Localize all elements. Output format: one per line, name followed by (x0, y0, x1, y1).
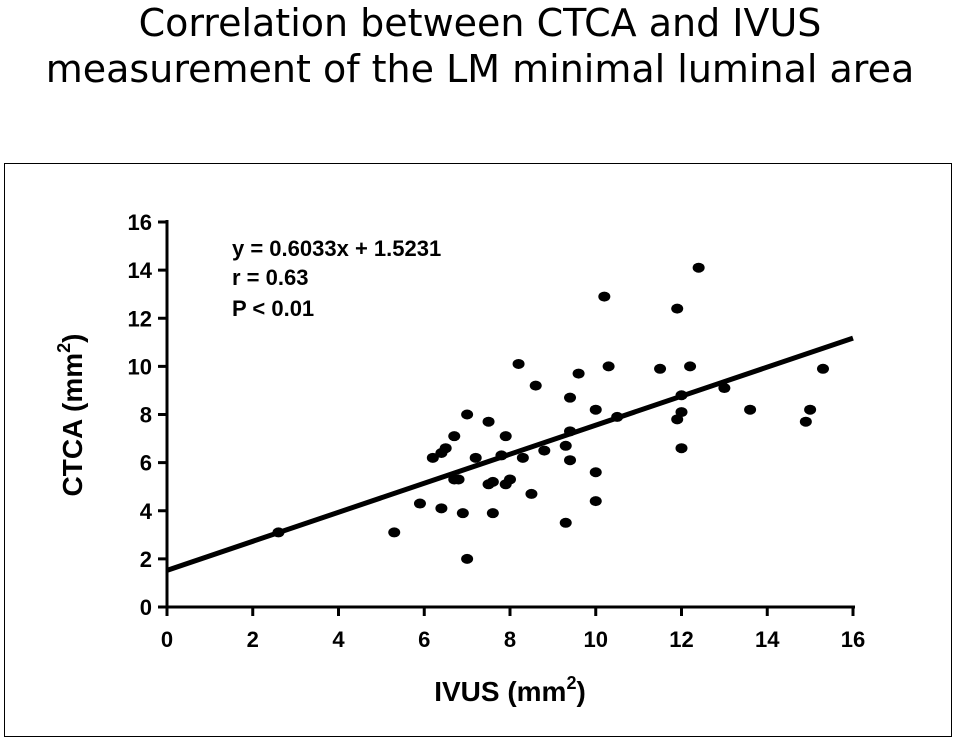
data-point (272, 527, 285, 538)
data-point (482, 416, 495, 427)
x-axis-title-close: ) (576, 676, 585, 707)
data-point (589, 496, 602, 507)
data-point (559, 517, 572, 528)
x-tick-label: 8 (504, 627, 516, 652)
x-tick-label: 16 (841, 627, 865, 652)
annotations: y = 0.6033x + 1.5231 r = 0.63 P < 0.01 (232, 236, 441, 321)
data-point (512, 358, 525, 369)
data-point (461, 553, 474, 564)
data-point (456, 508, 469, 519)
x-axis-title: IVUS (mm2) (434, 673, 586, 707)
data-point (564, 426, 577, 437)
data-point (448, 431, 461, 442)
y-tick-label: 0 (140, 595, 152, 620)
x-tick-label: 12 (669, 627, 693, 652)
data-point (564, 392, 577, 403)
data-point (564, 455, 577, 466)
data-point (675, 443, 688, 454)
data-point (684, 361, 697, 372)
y-tick-label: 8 (140, 403, 152, 428)
x-axis-title-sup: 2 (566, 673, 576, 693)
data-point (469, 452, 482, 463)
y-tick-label: 10 (128, 354, 152, 379)
data-points (272, 262, 829, 564)
data-point (486, 508, 499, 519)
y-axis-title-sup: 2 (54, 343, 74, 353)
r-annotation: r = 0.63 (232, 265, 308, 290)
data-point (799, 416, 812, 427)
chart-title: Correlation between CTCA and IVUS measur… (0, 0, 960, 92)
y-axis-title: CTCA (mm2) (54, 334, 88, 497)
data-point (504, 474, 516, 485)
data-point (499, 431, 512, 442)
data-point (654, 363, 667, 374)
y-tick-label: 6 (140, 451, 152, 476)
data-point (559, 440, 572, 451)
data-point (461, 409, 474, 420)
data-point (426, 452, 439, 463)
x-tick-label: 6 (418, 627, 430, 652)
data-point (439, 443, 452, 454)
data-point (413, 498, 426, 509)
data-point (486, 476, 499, 487)
axes (158, 220, 855, 616)
x-tick-label: 0 (161, 627, 173, 652)
x-tick-label: 10 (584, 627, 608, 652)
data-point (744, 404, 757, 415)
x-tick-label: 2 (247, 627, 259, 652)
data-point (804, 404, 817, 415)
data-point (495, 450, 508, 461)
y-axis-title-close: ) (57, 334, 88, 343)
data-point (816, 363, 829, 374)
data-point (572, 368, 585, 379)
data-point (598, 291, 611, 302)
x-tick-label: 4 (332, 627, 345, 652)
data-point (602, 361, 615, 372)
data-point (692, 262, 705, 273)
equation-annotation: y = 0.6033x + 1.5231 (232, 236, 441, 261)
y-tick-label: 12 (128, 306, 152, 331)
tick-labels: 0 2 4 6 8 10 12 14 16 0 2 4 6 8 10 12 14 16 (128, 210, 866, 652)
x-tick-label: 14 (755, 627, 780, 652)
data-point (589, 467, 602, 478)
y-tick-label: 14 (128, 258, 153, 283)
data-point (675, 407, 688, 418)
regression-line (166, 335, 854, 573)
y-tick-label: 4 (140, 499, 153, 524)
regression-line-group (166, 335, 854, 573)
data-point (675, 390, 688, 401)
y-tick-label: 16 (128, 210, 152, 235)
data-point (435, 503, 448, 514)
y-axis-title-text: CTCA (mm (57, 353, 88, 497)
data-point (589, 404, 602, 415)
p-annotation: P < 0.01 (232, 296, 314, 321)
chart-title-line-1: Correlation between CTCA and IVUS (138, 1, 822, 45)
y-tick-label: 2 (140, 547, 152, 572)
data-point (718, 383, 731, 394)
data-point (538, 445, 551, 456)
data-point (611, 411, 624, 422)
data-point (525, 488, 538, 499)
data-point (529, 380, 542, 391)
data-point (388, 527, 401, 538)
chart-title-line-2: measurement of the LM minimal luminal ar… (45, 47, 915, 91)
data-point (452, 474, 465, 485)
data-point (516, 452, 529, 463)
chart-frame (4, 163, 952, 737)
data-point (671, 303, 684, 314)
x-axis-title-text: IVUS (mm (434, 676, 566, 707)
